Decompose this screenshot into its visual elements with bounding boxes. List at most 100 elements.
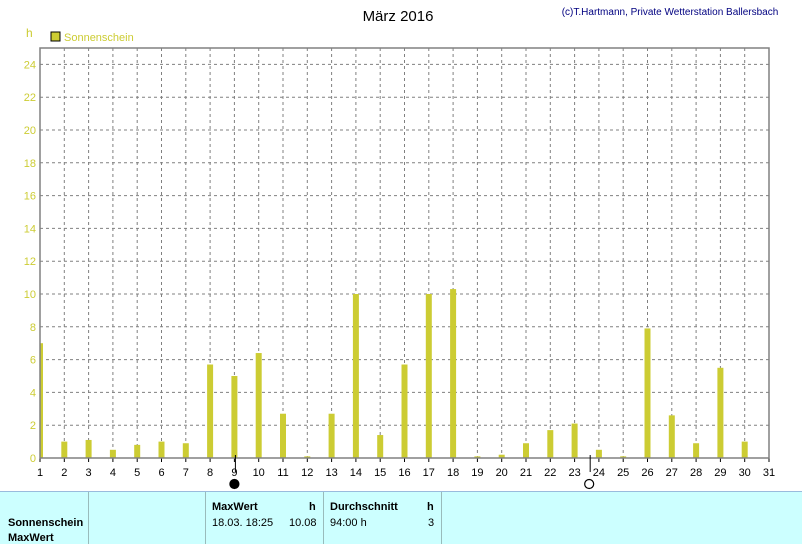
bar <box>523 443 529 458</box>
x-tick-label: 26 <box>641 467 653 479</box>
x-tick-label: 24 <box>593 467 605 479</box>
plot-frame <box>39 47 770 459</box>
x-tick-label: 30 <box>739 467 751 479</box>
chart: März 2016 (c)T.Hartmann, Private Wetters… <box>24 7 779 490</box>
x-tick-label: 15 <box>374 467 386 479</box>
y-tick-label: 22 <box>24 92 36 104</box>
max-datetime: 18.03. 18:25 <box>212 517 274 529</box>
legend-label: Sonnenschein <box>64 32 134 44</box>
footer-row-label-sonnenschein: Sonnenschein <box>8 517 84 529</box>
x-axis-ticks: 1 2 3 4 5 6 7 8 9 10 11 12 13 14 15 16 17 18 19 20 21 22 23 24 2… <box>37 458 775 479</box>
bar <box>328 413 335 458</box>
x-tick-label: 7 <box>183 467 189 479</box>
x-tick-label: 10 <box>253 467 265 479</box>
bar <box>158 441 165 458</box>
x-tick-label: 27 <box>666 467 678 479</box>
x-tick-label: 11 <box>277 467 288 479</box>
y-tick-label: 18 <box>24 158 36 170</box>
x-tick-label: 13 <box>325 467 337 479</box>
avg-header: Durchschnitt <box>330 501 398 513</box>
avg-value: 94:00 h <box>330 517 367 529</box>
x-tick-label: 6 <box>158 467 164 479</box>
bar <box>474 456 481 458</box>
y-tick-label: 14 <box>24 223 36 235</box>
x-tick-label: 9 <box>231 467 237 479</box>
bar <box>644 328 651 458</box>
x-tick-label: 17 <box>423 467 435 479</box>
x-tick-label: 22 <box>544 467 556 479</box>
footer-col-max: MaxWert h 18.03. 18:25 10.08 <box>205 492 324 544</box>
footer-col-avg: Durchschnitt h 94:00 h 3 <box>323 492 442 544</box>
x-tick-label: 4 <box>110 467 116 479</box>
x-tick-label: 25 <box>617 467 629 479</box>
bar <box>377 435 384 458</box>
bar <box>255 353 262 458</box>
bar <box>717 367 724 458</box>
bar <box>401 364 408 458</box>
y-axis-unit: h <box>26 26 33 40</box>
x-tick-label: 2 <box>61 467 67 479</box>
x-tick-label: 16 <box>398 467 410 479</box>
x-tick-label: 23 <box>568 467 580 479</box>
y-tick-label: 20 <box>24 125 36 137</box>
y-tick-label: 12 <box>24 256 36 268</box>
x-tick-label: 14 <box>350 467 362 479</box>
bar <box>595 449 602 458</box>
bar <box>280 413 286 458</box>
x-tick-label: 8 <box>207 467 213 479</box>
bar <box>207 364 214 458</box>
bar <box>425 294 432 458</box>
bars <box>40 289 748 458</box>
x-tick-label: 3 <box>86 467 92 479</box>
max-value: 10.08 <box>289 517 317 529</box>
y-tick-label: 6 <box>30 355 36 367</box>
y-tick-label: 2 <box>30 420 36 432</box>
x-tick-label: 29 <box>714 467 726 479</box>
y-tick-label: 0 <box>30 453 36 465</box>
avg-count: 3 <box>428 517 435 529</box>
bar <box>85 439 92 458</box>
x-tick-label: 18 <box>447 467 459 479</box>
bar <box>571 423 578 458</box>
y-tick-label: 16 <box>24 191 36 203</box>
y-tick-label: 8 <box>30 322 36 334</box>
footer-table: Sonnenschein MaxWert MaxWert h 18.03. 18… <box>0 491 802 544</box>
bar <box>61 441 68 458</box>
x-tick-label: 12 <box>301 467 313 479</box>
y-tick-label: 10 <box>24 289 36 301</box>
footer-col-empty <box>88 492 206 544</box>
bar <box>547 430 554 458</box>
footer-row-label-maxwert: MaxWert <box>8 532 54 544</box>
new-moon-icon <box>584 478 595 490</box>
x-tick-label: 28 <box>690 467 702 479</box>
x-tick-label: 1 <box>37 467 43 479</box>
bar <box>352 294 359 458</box>
chart-title: März 2016 <box>363 8 434 25</box>
grid <box>40 48 769 458</box>
x-tick-label: 21 <box>520 467 532 479</box>
bar <box>620 456 627 458</box>
max-unit: h <box>309 501 316 513</box>
y-tick-label: 4 <box>30 387 36 399</box>
avg-unit: h <box>427 501 434 513</box>
bar <box>109 449 116 458</box>
bar <box>304 456 311 458</box>
bar <box>693 443 700 458</box>
bar <box>741 441 748 458</box>
bar <box>450 289 457 458</box>
full-moon-icon <box>229 478 240 490</box>
legend-swatch <box>50 31 61 42</box>
x-tick-label: 5 <box>134 467 140 479</box>
footer-col-labels: Sonnenschein MaxWert <box>0 492 89 544</box>
y-tick-label: 24 <box>24 59 36 71</box>
bar <box>231 376 238 458</box>
x-tick-label: 19 <box>471 467 483 479</box>
copyright-text: (c)T.Hartmann, Private Wetterstation Bal… <box>562 7 779 18</box>
bar <box>182 443 189 458</box>
bar <box>668 415 675 458</box>
moon-markers <box>229 455 595 490</box>
x-tick-label: 20 <box>496 467 508 479</box>
x-tick-label: 31 <box>763 467 775 479</box>
max-header: MaxWert <box>212 501 258 513</box>
